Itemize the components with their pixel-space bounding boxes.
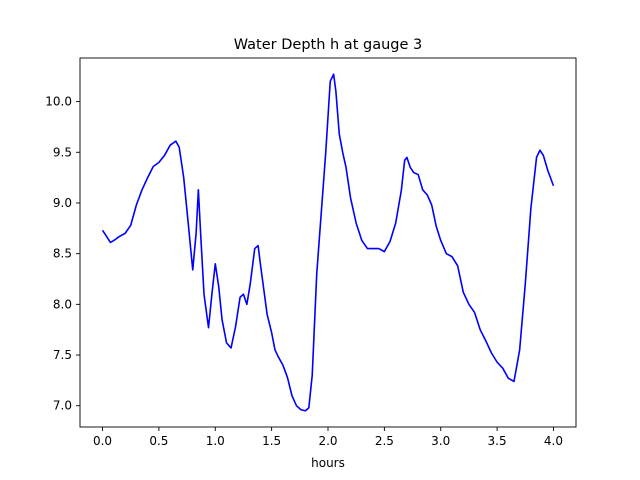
x-tick-label: 1.5 xyxy=(262,434,281,448)
y-tick-label: 7.5 xyxy=(53,348,72,362)
x-tick-label: 1.0 xyxy=(206,434,225,448)
series-line-0 xyxy=(101,73,555,412)
y-tick-label: 8.5 xyxy=(53,247,72,261)
x-tick-label: 3.0 xyxy=(431,434,450,448)
y-tick-label: 9.0 xyxy=(53,196,72,210)
plot-area: 0.0 0.5 1.0 1.5 2.0 2.5 3.0 3.5 4.0 7.0 7.5 8.0 8.5 9… xyxy=(45,57,577,448)
x-tick-label: 3.5 xyxy=(488,434,507,448)
x-tick-label: 4.0 xyxy=(544,434,563,448)
x-tick-label: 2.0 xyxy=(318,434,337,448)
y-tick-label: 10.0 xyxy=(45,95,72,109)
x-tick-label: 2.5 xyxy=(375,434,394,448)
y-tick-label: 7.0 xyxy=(53,399,72,413)
y-tick-label: 8.0 xyxy=(53,297,72,311)
y-tick-label: 9.5 xyxy=(53,145,72,159)
x-axis-label: hours xyxy=(311,456,345,470)
x-tick-label: 0.5 xyxy=(149,434,168,448)
x-tick-label: 0.0 xyxy=(93,434,112,448)
chart-title: Water Depth h at gauge 3 xyxy=(234,37,422,53)
